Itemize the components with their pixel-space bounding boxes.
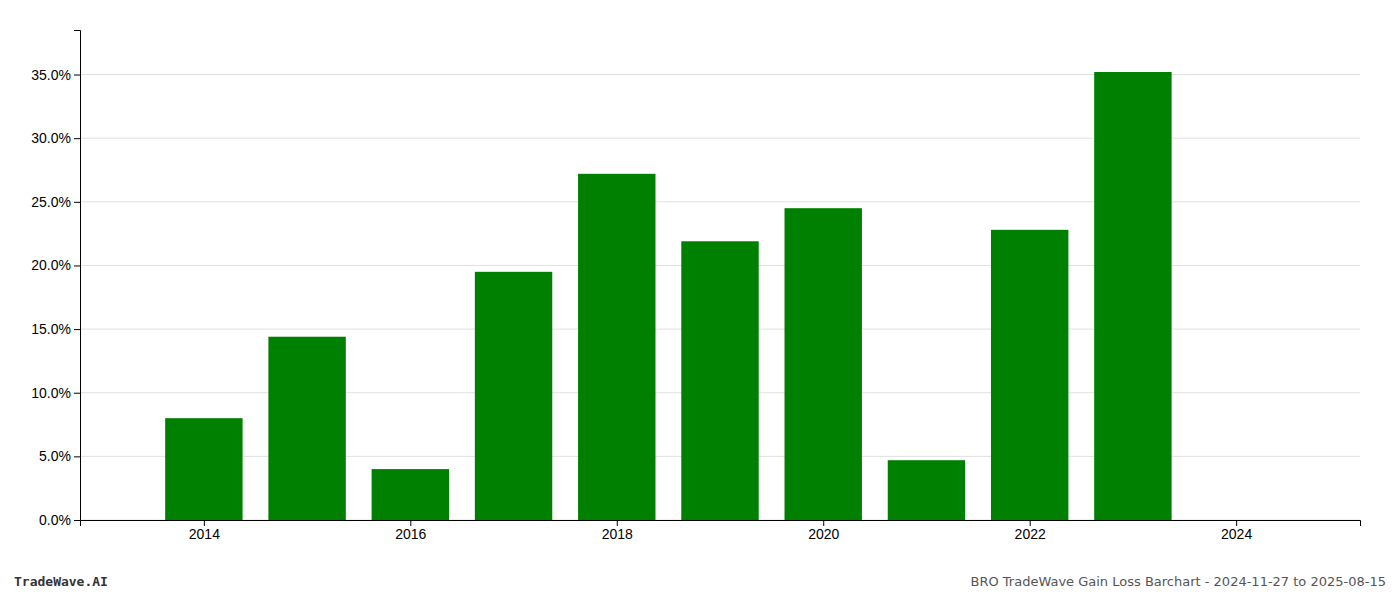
y-tick: 30.0%: [31, 130, 80, 146]
chart: 2014 2016 2018 2020 2022 2024 0.0% 5.0% 10.0% 15.…: [0, 0, 1400, 600]
y-tick: 20.0%: [31, 257, 80, 273]
y-tick: 10.0%: [31, 385, 80, 401]
plot-area: 2014 2016 2018 2020 2022 2024 0.0% 5.0% 10.0% 15.…: [31, 31, 1360, 542]
x-tick: 2016: [395, 520, 426, 542]
y-tick-mark: [74, 393, 80, 394]
y-tick-label: 35.0%: [31, 67, 71, 83]
footer-left: TradeWave.AI: [14, 574, 108, 589]
y-tick-mark: [74, 265, 80, 266]
bar: [475, 272, 552, 520]
y-tick: 25.0%: [31, 194, 80, 210]
y-tick: 15.0%: [31, 321, 80, 337]
x-tick: 2022: [1015, 520, 1046, 542]
y-tick: 0.0%: [39, 512, 80, 528]
y-tick-label: 10.0%: [31, 385, 71, 401]
y-tick: 35.0%: [31, 67, 80, 83]
bar: [1094, 72, 1171, 520]
y-tick-label: 15.0%: [31, 321, 71, 337]
y-tick-mark: [74, 456, 80, 457]
x-tick: 2020: [808, 520, 839, 542]
footer-right: BRO TradeWave Gain Loss Barchart - 2024-…: [971, 574, 1387, 589]
x-tick-label: 2018: [602, 526, 633, 542]
x-axis: 2014 2016 2018 2020 2022 2024: [81, 520, 1361, 542]
y-tick-mark: [74, 138, 80, 139]
x-tick: 2018: [602, 520, 633, 542]
bar: [991, 230, 1068, 520]
x-tick-label: 2020: [808, 526, 839, 542]
y-tick-label: 30.0%: [31, 130, 71, 146]
bar: [888, 460, 965, 520]
x-tick-label: 2014: [189, 526, 220, 542]
y-tick-label: 0.0%: [39, 512, 71, 528]
y-tick-mark: [74, 75, 80, 76]
y-axis-line: [74, 31, 81, 521]
y-tick: 5.0%: [39, 448, 80, 464]
bar: [681, 241, 758, 520]
bar: [165, 418, 242, 520]
y-tick-mark: [74, 520, 80, 521]
y-tick-label: 25.0%: [31, 194, 71, 210]
bar: [268, 337, 345, 520]
y-axis: 0.0% 5.0% 10.0% 15.0% 20.0% 25.0% 30.0% 35.0%: [31, 31, 80, 528]
y-tick-mark: [74, 202, 80, 203]
x-tick: 2024: [1221, 520, 1252, 542]
bar: [372, 469, 449, 520]
x-axis-line: [81, 521, 1361, 527]
y-tick-mark: [74, 329, 80, 330]
bar: [785, 208, 862, 520]
y-tick-label: 20.0%: [31, 257, 71, 273]
x-tick-label: 2024: [1221, 526, 1252, 542]
bar: [578, 174, 655, 520]
y-tick-label: 5.0%: [39, 448, 71, 464]
x-tick-label: 2016: [395, 526, 426, 542]
x-tick-label: 2022: [1015, 526, 1046, 542]
bars: [165, 72, 1171, 520]
x-tick: 2014: [189, 520, 220, 542]
